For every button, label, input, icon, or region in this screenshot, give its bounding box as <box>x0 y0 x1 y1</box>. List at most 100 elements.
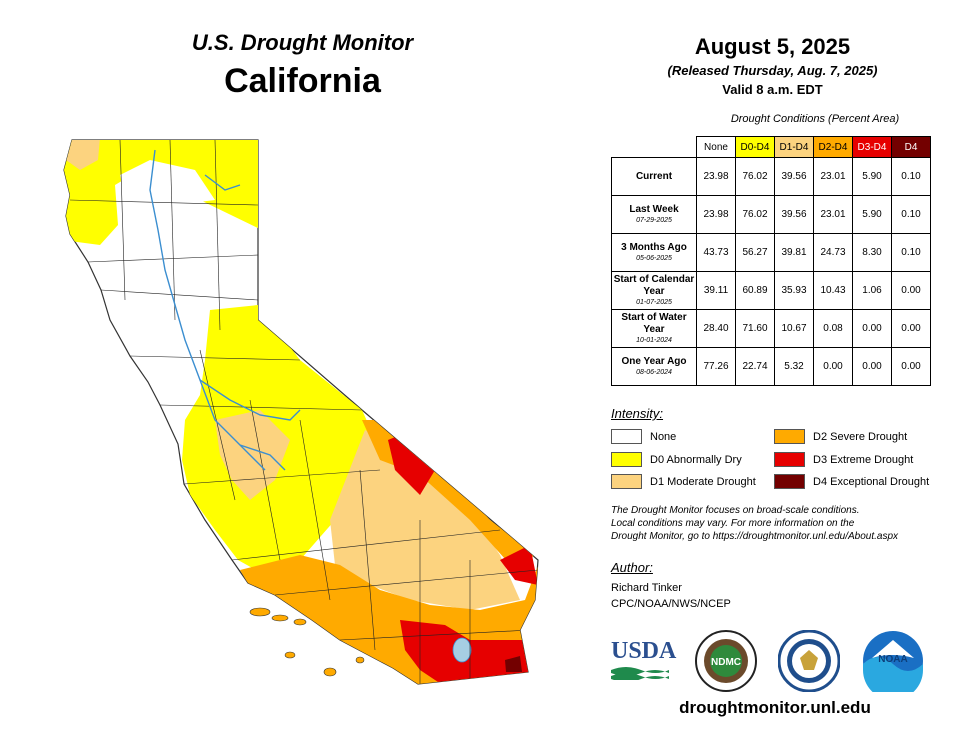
legend-label: D2 Severe Drought <box>813 430 908 443</box>
noaa-logo-text: NOAA <box>878 654 907 665</box>
legend-item-d4: D4 Exceptional Drought <box>774 474 929 489</box>
island <box>293 618 307 626</box>
legend-item-d1: D1 Moderate Drought <box>611 474 756 489</box>
table-cell: 60.89 <box>735 271 775 310</box>
legend-label: D1 Moderate Drought <box>650 475 756 488</box>
legend-item-d2: D2 Severe Drought <box>774 429 907 444</box>
d1-south-region <box>330 430 520 610</box>
table-cell: 39.11 <box>696 271 736 310</box>
table-cell: 10.67 <box>774 309 814 348</box>
row-label-text: Last Week <box>629 204 679 215</box>
row-label-text: Start of Calendar Year <box>613 274 695 297</box>
table-cell: 0.00 <box>852 309 892 348</box>
island <box>284 651 296 659</box>
table-cell: 35.93 <box>774 271 814 310</box>
legend-item-d3: D3 Extreme Drought <box>774 452 913 467</box>
table-cell: 77.26 <box>696 347 736 386</box>
table-cell: 0.10 <box>891 157 931 196</box>
legend-swatch <box>774 474 805 489</box>
table-cell: 8.30 <box>852 233 892 272</box>
author-info: Richard Tinker CPC/NOAA/NWS/NCEP <box>611 580 731 612</box>
noaa-logo: NOAA <box>863 631 923 692</box>
table-cell: 5.32 <box>774 347 814 386</box>
row-label: Start of Calendar Year 01-07-2025 <box>611 271 697 310</box>
table-cell: 1.06 <box>852 271 892 310</box>
table-caption: Drought Conditions (Percent Area) <box>730 113 900 125</box>
table-cell: 0.10 <box>891 195 931 234</box>
table-cell: 0.00 <box>891 309 931 348</box>
col-d3-d4: D3-D4 <box>852 136 892 158</box>
row-label-text: Current <box>635 170 673 182</box>
disclaimer-note: The Drought Monitor focuses on broad-sca… <box>611 504 941 543</box>
row-label: Start of Water Year 10-01-2024 <box>611 309 697 348</box>
table-cell: 39.56 <box>774 157 814 196</box>
row-label-text: 3 Months Ago <box>621 242 687 253</box>
table-cell: 23.98 <box>696 195 736 234</box>
table-cell: 56.27 <box>735 233 775 272</box>
table-cell: 22.74 <box>735 347 775 386</box>
legend-swatch <box>774 429 805 444</box>
table-cell: 76.02 <box>735 157 775 196</box>
row-date: 10-01-2024 <box>636 337 672 344</box>
table-row: Current 23.98 76.02 39.56 23.01 5.90 0.10 <box>611 157 931 196</box>
legend-label: None <box>650 430 677 443</box>
island <box>355 656 365 664</box>
author-org: CPC/NOAA/NWS/NCEP <box>611 598 731 610</box>
col-none: None <box>696 136 736 158</box>
row-date: 08-06-2024 <box>636 369 672 376</box>
table-cell: 76.02 <box>735 195 775 234</box>
table-cell: 0.10 <box>891 233 931 272</box>
island <box>249 607 271 617</box>
table-header-row: None D0-D4 D1-D4 D2-D4 D3-D4 D4 <box>612 136 931 158</box>
col-d4: D4 <box>891 136 931 158</box>
legend-swatch <box>611 429 642 444</box>
row-label: Last Week 07-29-2025 <box>611 195 697 234</box>
col-d1-d4: D1-D4 <box>774 136 814 158</box>
usda-wave-icon <box>611 667 669 682</box>
row-label: One Year Ago 08-06-2024 <box>611 347 697 386</box>
table-cell: 39.81 <box>774 233 814 272</box>
row-label-text: One Year Ago <box>621 356 687 367</box>
d0-north-region <box>64 140 262 245</box>
table-cell: 23.01 <box>813 157 853 196</box>
legend-item-d0: D0 Abnormally Dry <box>611 452 742 467</box>
table-cell: 5.90 <box>852 157 892 196</box>
table-cell: 0.00 <box>852 347 892 386</box>
row-label: Current <box>611 157 697 196</box>
legend-swatch <box>611 452 642 467</box>
note-line: Drought Monitor, go to https://droughtmo… <box>611 531 899 542</box>
col-d0-d4: D0-D4 <box>735 136 775 158</box>
table-cell: 0.08 <box>813 309 853 348</box>
drought-conditions-table: None D0-D4 D1-D4 D2-D4 D3-D4 D4 Current 2… <box>611 136 931 386</box>
legend-label: D3 Extreme Drought <box>813 453 914 466</box>
usda-wordmark: USDA <box>611 638 677 664</box>
table-row: Last Week 07-29-2025 23.98 76.02 39.56 23.01 5… <box>611 195 931 234</box>
legend-item-none: None <box>611 429 676 444</box>
table-row: 3 Months Ago 05-06-2025 43.73 56.27 39.81 24.… <box>611 233 931 272</box>
author-name: Richard Tinker <box>611 582 682 594</box>
website-url[interactable]: droughtmonitor.unl.edu <box>679 698 871 717</box>
valid-time: Valid 8 a.m. EDT <box>722 82 823 97</box>
row-date: 07-29-2025 <box>636 217 672 224</box>
california-drought-map <box>63 139 539 685</box>
table-cell: 23.98 <box>696 157 736 196</box>
table-cell: 23.01 <box>813 195 853 234</box>
table-row: One Year Ago 08-06-2024 77.26 22.74 5.32 0.00… <box>611 347 931 386</box>
legend-title: Intensity: <box>611 406 664 421</box>
table-cell: 24.73 <box>813 233 853 272</box>
release-date: (Released Thursday, Aug. 7, 2025) <box>667 63 878 78</box>
note-line: The Drought Monitor focuses on broad-sca… <box>611 505 860 516</box>
table-cell: 39.56 <box>774 195 814 234</box>
d1-north-corner <box>66 140 100 170</box>
usda-logo: USDA <box>611 638 677 682</box>
table-corner <box>612 137 697 158</box>
program-title: U.S. Drought Monitor <box>191 30 414 55</box>
legend-label: D4 Exceptional Drought <box>813 475 930 488</box>
island <box>271 614 289 622</box>
legend-label: D0 Abnormally Dry <box>650 453 742 466</box>
row-date: 01-07-2025 <box>636 299 672 306</box>
row-label-text: Start of Water Year <box>621 312 687 335</box>
table-cell: 71.60 <box>735 309 775 348</box>
table-cell: 0.00 <box>891 347 931 386</box>
d3-east-region <box>500 545 538 585</box>
